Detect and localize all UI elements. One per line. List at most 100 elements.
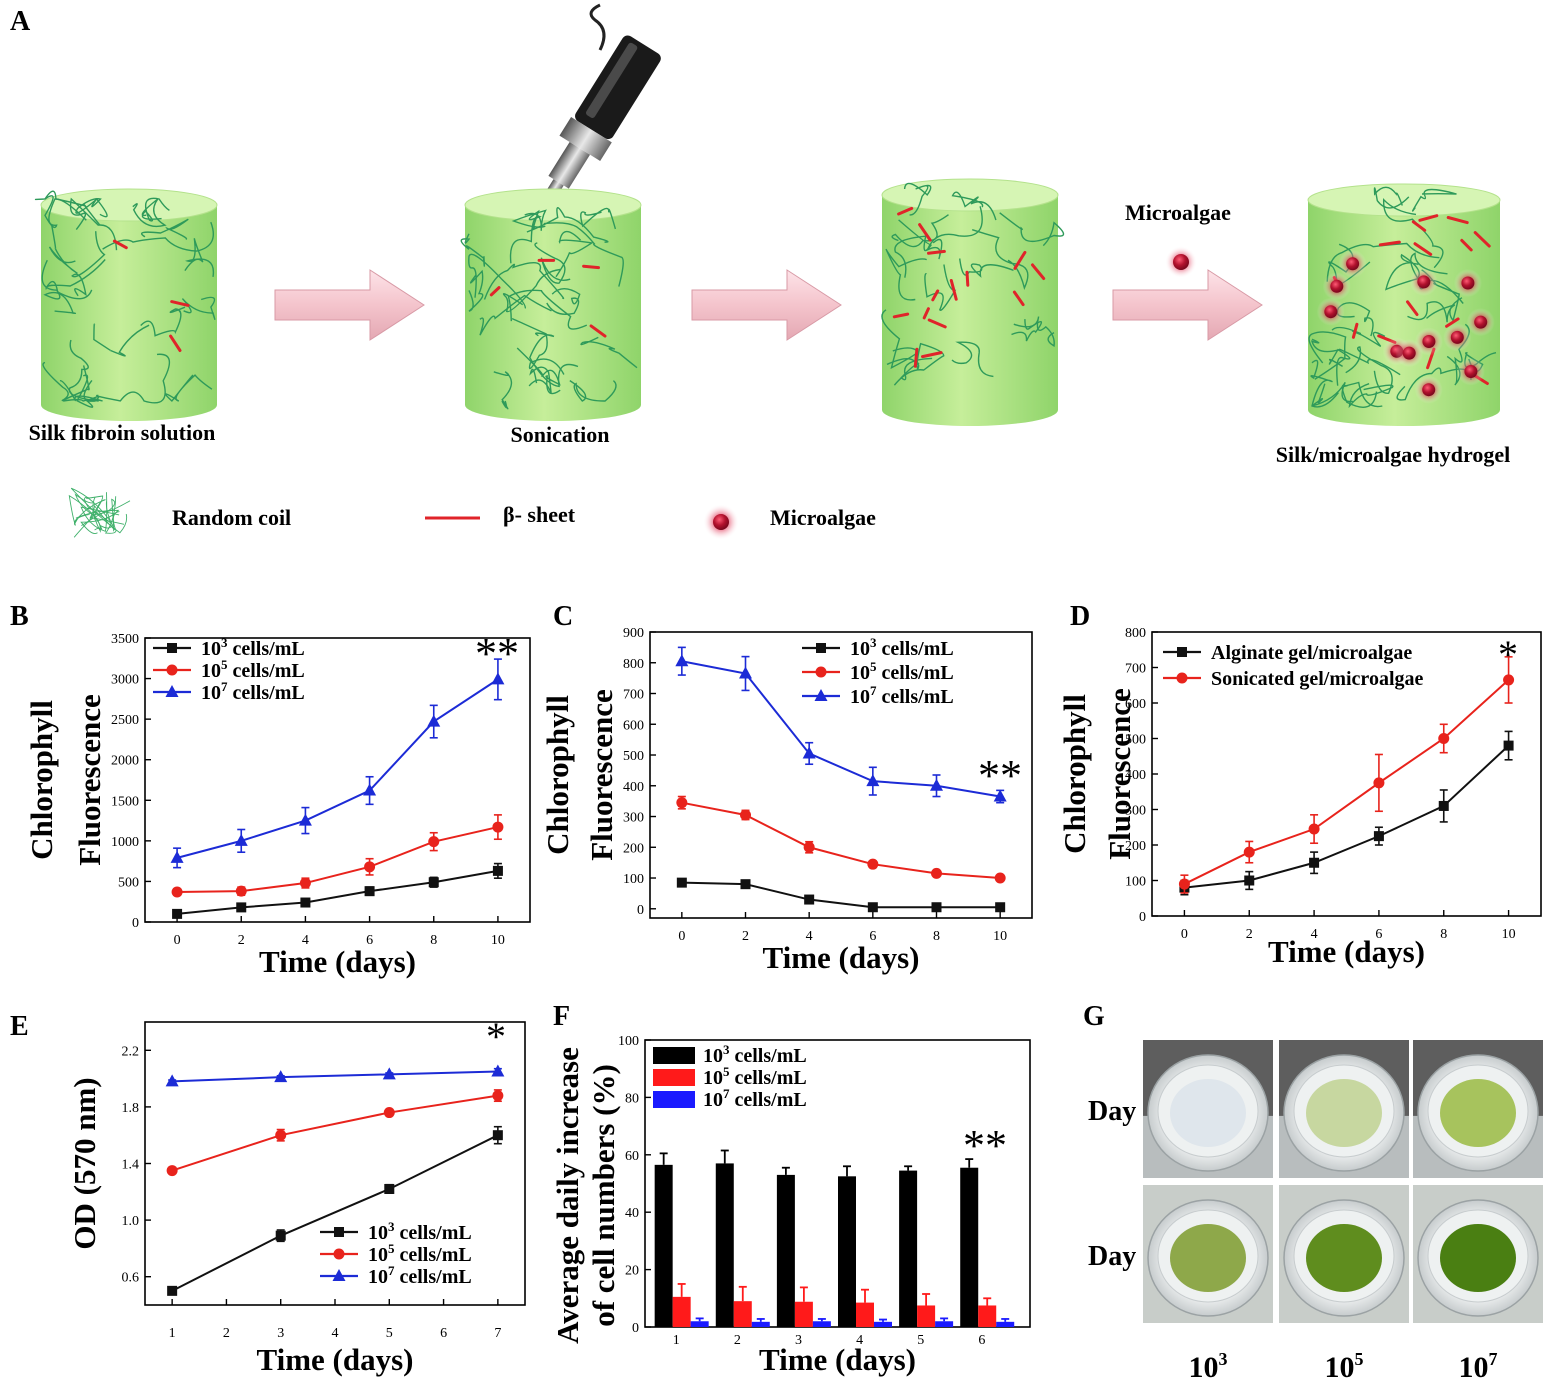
column-label-base: 10 bbox=[1189, 1351, 1219, 1384]
data-point bbox=[1373, 777, 1385, 789]
data-point bbox=[166, 1165, 178, 1177]
legend-label: Sonicated gel/microalgae bbox=[1211, 668, 1423, 690]
legend-unit: cells/mL bbox=[730, 1089, 807, 1111]
column-label-base: 10 bbox=[1459, 1351, 1489, 1384]
microalgae-legend-icon bbox=[703, 504, 739, 540]
y-tick-label: 900 bbox=[623, 626, 644, 641]
data-point bbox=[299, 877, 311, 889]
legend-label: 103 cells/mL bbox=[703, 1042, 807, 1067]
significance-marker: * bbox=[486, 1014, 506, 1059]
gel-cylinder bbox=[881, 178, 1065, 426]
data-point bbox=[275, 1230, 286, 1241]
column-label-exp: 5 bbox=[1355, 1349, 1364, 1369]
y-tick-label: 800 bbox=[623, 657, 644, 672]
y-tick-label: 1000 bbox=[111, 835, 139, 850]
y-tick-label: 2000 bbox=[111, 754, 139, 769]
significance-marker: * bbox=[1498, 632, 1518, 677]
bar bbox=[776, 1174, 795, 1327]
y-axis-title-line2: of cell numbers (%) bbox=[586, 1064, 621, 1327]
data-point bbox=[802, 746, 816, 759]
legend-label: 107 cells/mL bbox=[850, 683, 954, 708]
y-axis-title-line2: Fluorescence bbox=[1102, 688, 1137, 860]
series-0 bbox=[676, 877, 1006, 913]
bar bbox=[838, 1176, 856, 1327]
y-tick-label: 200 bbox=[623, 841, 644, 856]
bar bbox=[935, 1321, 954, 1327]
y-tick-label: 0 bbox=[132, 916, 139, 931]
legend-label: 103 cells/mL bbox=[201, 635, 305, 660]
legend-base: 10 bbox=[201, 660, 221, 682]
legend-exp: 3 bbox=[221, 635, 228, 650]
column-label: 103 bbox=[1189, 1349, 1228, 1384]
legend-exp: 7 bbox=[723, 1086, 730, 1101]
legend-label: 107 cells/mL bbox=[368, 1263, 472, 1288]
x-tick-label: 4 bbox=[1311, 927, 1318, 942]
data-point bbox=[867, 858, 879, 870]
x-tick-label: 10 bbox=[491, 933, 505, 948]
fiber-network bbox=[881, 182, 1065, 386]
panel-label-a: A bbox=[10, 6, 31, 37]
x-axis-title: Time (days) bbox=[256, 1342, 413, 1377]
process-arrow bbox=[691, 269, 842, 341]
bar bbox=[654, 1164, 673, 1327]
legend-marker bbox=[165, 685, 179, 697]
data-point bbox=[931, 902, 942, 913]
data-point bbox=[167, 1285, 178, 1296]
schematic-diagram: Microalgae Silk fibroin solution Sonicat… bbox=[29, 3, 1510, 540]
random-coil-icon bbox=[68, 487, 131, 538]
beta-sheet-segments bbox=[1332, 214, 1491, 385]
y-tick-label: 300 bbox=[1125, 804, 1146, 819]
series-0 bbox=[167, 1125, 503, 1296]
arrow-label-microalgae: Microalgae bbox=[1125, 200, 1231, 225]
series-line bbox=[176, 678, 499, 859]
legend-swatch bbox=[653, 1047, 695, 1064]
legend-marker bbox=[166, 664, 178, 676]
column-label: 105 bbox=[1325, 1349, 1364, 1384]
series-line bbox=[176, 869, 499, 915]
significance-marker: ** bbox=[963, 1121, 1007, 1170]
legend-text: Sonicated gel/microalgae bbox=[1211, 668, 1423, 690]
legend-marker bbox=[334, 1227, 344, 1237]
legend-unit: cells/mL bbox=[877, 638, 954, 660]
bar bbox=[715, 1163, 734, 1327]
data-point bbox=[363, 783, 377, 796]
y-tick-label: 300 bbox=[623, 811, 644, 826]
y-tick-label: 1.8 bbox=[122, 1101, 140, 1116]
data-point bbox=[740, 879, 751, 890]
y-tick-label: 0.6 bbox=[122, 1271, 140, 1286]
legend-base: 10 bbox=[368, 1244, 388, 1266]
y-tick-label: 3500 bbox=[111, 632, 139, 647]
y-tick-label: 1500 bbox=[111, 794, 139, 809]
bar bbox=[690, 1321, 709, 1327]
series-0 bbox=[1179, 730, 1514, 896]
legend-marker bbox=[1176, 672, 1188, 684]
gel-cylinder bbox=[1307, 183, 1501, 426]
legend-label: Alginate gel/microalgae bbox=[1211, 642, 1412, 664]
x-tick-label: 8 bbox=[430, 933, 437, 948]
bar bbox=[812, 1321, 831, 1327]
data-point bbox=[170, 850, 184, 863]
bar bbox=[978, 1305, 997, 1327]
data-point bbox=[676, 797, 688, 809]
microalgae-cell bbox=[1395, 339, 1424, 368]
legend-unit: cells/mL bbox=[730, 1045, 807, 1067]
chart-d: 0 100 200 300 400 500 600 700 800 0 2 4 6 8 10 Time (da… bbox=[1057, 626, 1542, 969]
legend-base: 10 bbox=[703, 1045, 723, 1067]
x-tick-label: 2 bbox=[238, 933, 245, 948]
y-tick-label: 20 bbox=[625, 1264, 639, 1279]
hydrogel-disc bbox=[1440, 1224, 1516, 1292]
x-tick-label: 6 bbox=[440, 1326, 447, 1341]
data-point bbox=[739, 666, 752, 679]
series-line bbox=[1183, 679, 1510, 885]
series-2 bbox=[165, 1064, 505, 1087]
microalgae-cell bbox=[1456, 357, 1485, 386]
bar bbox=[733, 1301, 752, 1327]
legend-marker bbox=[1177, 647, 1187, 657]
legend-exp: 7 bbox=[221, 679, 228, 694]
data-point bbox=[428, 877, 439, 888]
y-tick-label: 500 bbox=[623, 749, 644, 764]
legend-base: 10 bbox=[368, 1266, 388, 1288]
x-tick-label: 10 bbox=[993, 929, 1007, 944]
column-label-exp: 3 bbox=[1219, 1349, 1228, 1369]
